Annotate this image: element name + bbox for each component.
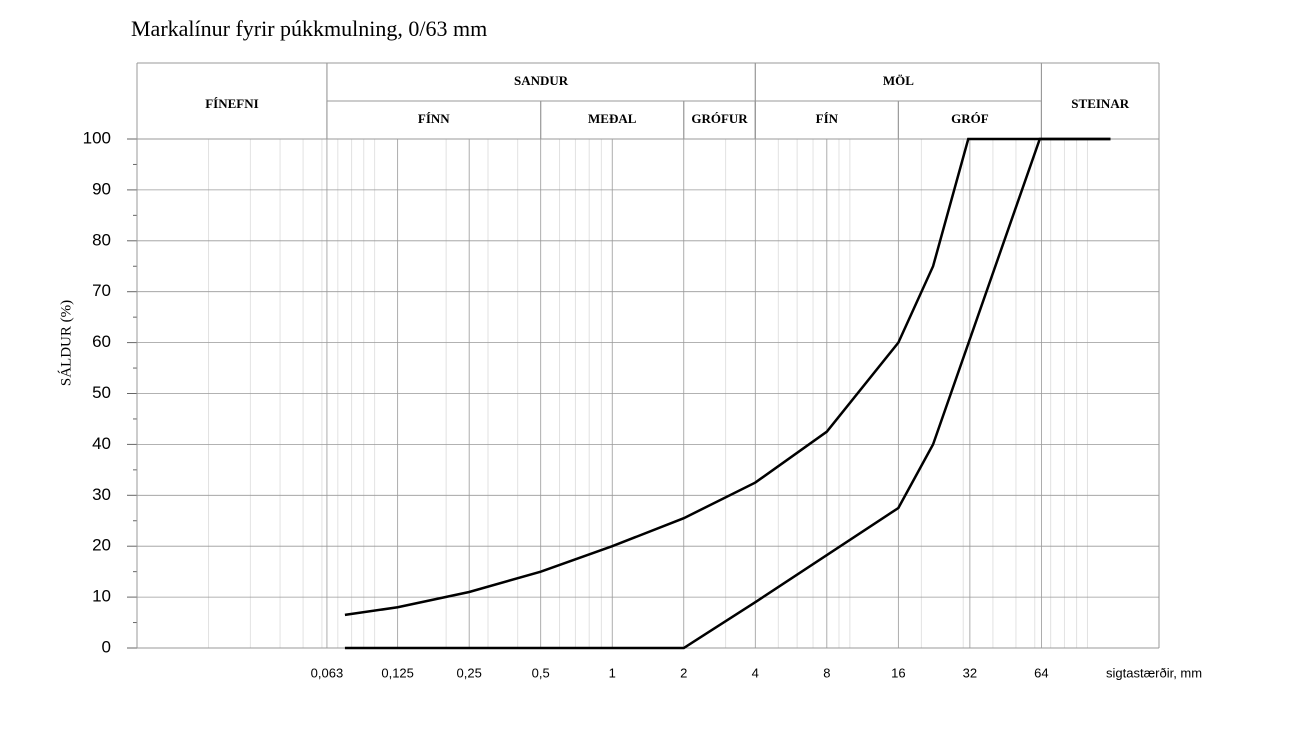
zone-label: STEINAR [1071, 96, 1129, 111]
zone-label: SANDUR [514, 73, 569, 88]
zone-label: MEÐAL [588, 111, 637, 126]
x-tick-label: 0,25 [457, 665, 482, 680]
zone-label: GRÓF [951, 111, 989, 126]
y-tick-label: 50 [92, 383, 111, 402]
y-tick-label: 20 [92, 536, 111, 555]
zone-label: GRÓFUR [691, 111, 748, 126]
x-tick-label: 8 [823, 665, 830, 680]
x-tick-label: 0,5 [532, 665, 550, 680]
chart-title: Markalínur fyrir púkkmulning, 0/63 mm [131, 16, 487, 41]
y-tick-label: 100 [83, 128, 111, 147]
x-tick-label: 2 [680, 665, 687, 680]
y-tick-label: 70 [92, 281, 111, 300]
x-axis-label: sigtastærðir, mm [1106, 665, 1202, 680]
y-tick-label: 10 [92, 587, 111, 606]
x-tick-label: 0,063 [311, 665, 344, 680]
y-tick-label: 30 [92, 485, 111, 504]
x-tick-label: 0,125 [381, 665, 414, 680]
y-tick-label: 0 [102, 637, 111, 656]
y-tick-label: 90 [92, 179, 111, 198]
x-tick-label: 1 [609, 665, 616, 680]
x-tick-label: 32 [963, 665, 977, 680]
grading-curve [344, 137, 1111, 617]
zone-label: FÍNEFNI [205, 96, 258, 111]
zone-label: FÍNN [418, 111, 450, 126]
y-tick-label: 60 [92, 332, 111, 351]
x-tick-label: 4 [752, 665, 759, 680]
y-axis-label: SÁLDUR (%) [57, 300, 74, 386]
zone-label: FÍN [816, 111, 839, 126]
x-tick-label: 16 [891, 665, 905, 680]
zone-label: MÖL [883, 73, 914, 88]
x-tick-label: 64 [1034, 665, 1048, 680]
y-tick-label: 40 [92, 434, 111, 453]
grading-curve [344, 137, 1111, 650]
y-tick-label: 80 [92, 230, 111, 249]
